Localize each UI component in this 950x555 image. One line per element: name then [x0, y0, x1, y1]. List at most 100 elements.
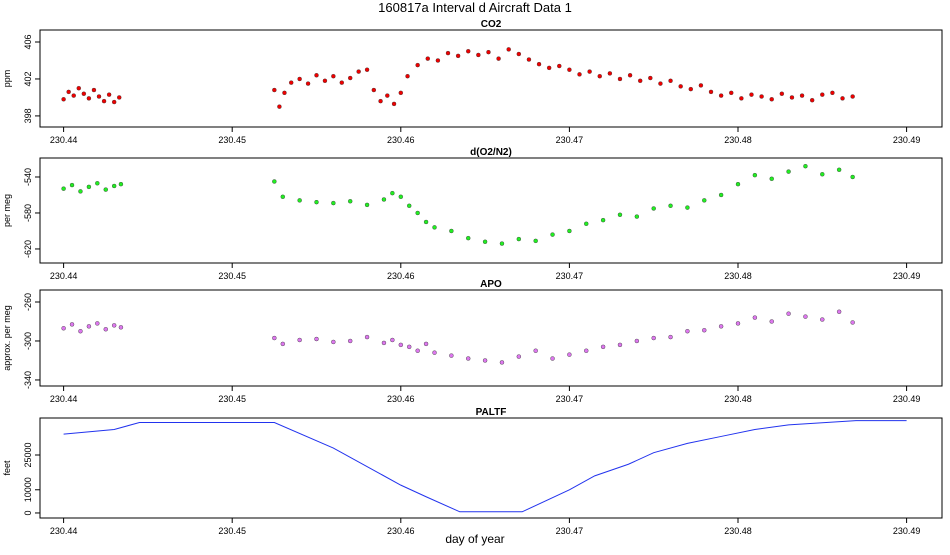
point [769, 97, 774, 102]
point [850, 94, 855, 99]
point [61, 97, 66, 102]
point [685, 205, 690, 210]
point [516, 354, 522, 359]
point [378, 98, 383, 104]
point [331, 339, 336, 345]
point [840, 96, 845, 101]
point [789, 95, 795, 100]
point [449, 228, 454, 234]
point [61, 326, 66, 331]
point [799, 93, 805, 98]
point [577, 72, 582, 77]
point [627, 73, 633, 78]
point [371, 87, 377, 93]
y-tick-label: 25000 [23, 442, 33, 467]
x-axis-label: day of year [445, 532, 504, 546]
point [356, 69, 361, 74]
point [496, 56, 501, 61]
point [339, 80, 344, 85]
x-tick-label: 230.44 [50, 526, 78, 536]
point [651, 335, 656, 341]
x-tick-label: 230.45 [218, 394, 246, 404]
point [407, 344, 412, 350]
point [708, 89, 714, 95]
point [103, 187, 108, 192]
point [850, 174, 855, 180]
point [584, 221, 589, 226]
x-tick-label: 230.47 [556, 135, 584, 145]
point [305, 81, 311, 86]
panel-title: CO2 [481, 19, 502, 30]
point [668, 334, 673, 340]
point [567, 228, 572, 234]
point [277, 104, 282, 109]
point [607, 71, 613, 76]
point [533, 238, 538, 244]
point [786, 169, 791, 174]
point [718, 324, 724, 329]
point [803, 314, 808, 319]
y-tick-label: -340 [23, 371, 33, 389]
x-tick-label: 230.45 [218, 271, 246, 281]
point [111, 323, 117, 328]
point [391, 101, 397, 107]
point [390, 190, 395, 196]
point [86, 96, 92, 101]
x-tick-label: 230.48 [724, 526, 752, 536]
point [567, 352, 572, 357]
point [69, 322, 75, 327]
point [648, 75, 653, 81]
point [78, 329, 83, 334]
point [526, 57, 532, 62]
point [322, 78, 328, 84]
point [348, 75, 353, 81]
point [749, 92, 754, 97]
point [546, 65, 552, 71]
point [668, 203, 673, 208]
point [769, 176, 774, 181]
x-tick-label: 230.47 [556, 394, 584, 404]
point [297, 198, 302, 203]
y-tick-label: -300 [23, 332, 33, 350]
point [702, 328, 707, 333]
y-axis-label: approx. per meg [2, 305, 12, 371]
x-tick-label: 230.46 [387, 394, 415, 404]
point [600, 217, 606, 223]
y-tick-label: 398 [23, 108, 33, 123]
point [61, 186, 66, 191]
point [718, 93, 724, 98]
point [476, 52, 481, 58]
x-tick-label: 230.47 [556, 271, 584, 281]
point [364, 202, 370, 208]
point [405, 73, 410, 79]
y-axis-label: ppm [2, 70, 12, 88]
point [103, 327, 108, 332]
point [297, 76, 302, 82]
point [752, 172, 758, 178]
point [118, 181, 124, 187]
x-tick-label: 230.46 [387, 526, 415, 536]
x-tick-label: 230.48 [724, 271, 752, 281]
point [836, 309, 842, 314]
panel-title: d(O2/N2) [470, 147, 512, 158]
point [617, 76, 623, 82]
point [729, 90, 734, 96]
point [381, 197, 387, 202]
point [759, 94, 764, 99]
point [482, 239, 488, 244]
point [769, 319, 774, 324]
point [66, 89, 71, 95]
point [466, 49, 471, 54]
point [658, 81, 663, 86]
point [449, 353, 454, 358]
point [516, 236, 522, 242]
point [348, 199, 353, 204]
point [499, 360, 505, 365]
panel-title: APO [480, 279, 502, 290]
point [567, 67, 572, 72]
point [634, 214, 640, 219]
y-tick-label: 402 [23, 71, 33, 86]
point [398, 90, 403, 96]
x-tick-label: 230.44 [50, 394, 78, 404]
point [752, 315, 758, 320]
